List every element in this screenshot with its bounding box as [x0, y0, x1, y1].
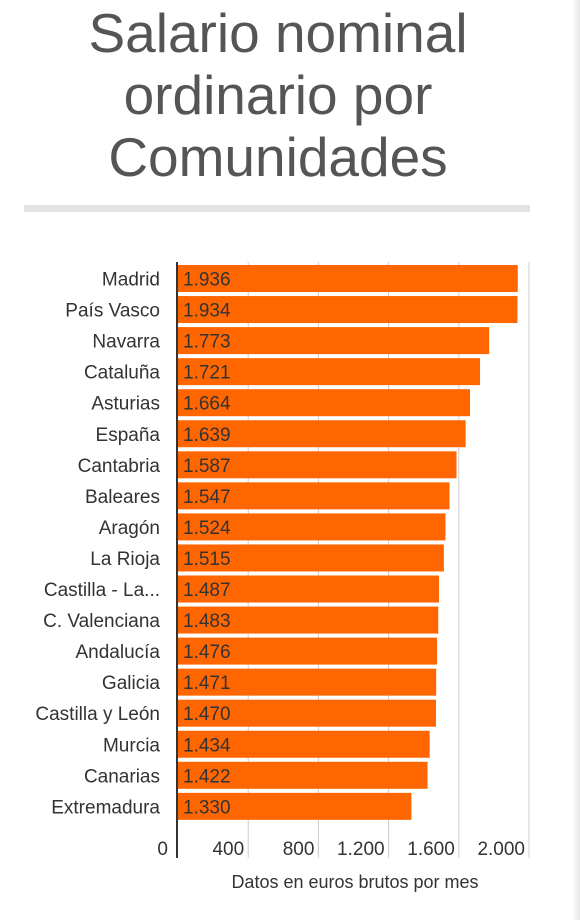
data-label-13: 1.471	[183, 673, 231, 694]
x-axis-label: Datos en euros brutos por mes	[231, 872, 479, 892]
bar-15	[178, 730, 430, 758]
chart-title: Salario nominal ordinario por Comunidade…	[0, 2, 556, 188]
category-label-16: Canarias	[84, 766, 160, 787]
bar-8	[178, 513, 446, 541]
data-label-16: 1.422	[183, 766, 231, 787]
data-label-17: 1.330	[183, 797, 231, 818]
category-label-14: Castilla y León	[35, 704, 160, 725]
title-line-1: Salario nominal	[88, 2, 468, 64]
bar-12	[178, 637, 438, 665]
bar-0	[178, 265, 518, 292]
data-label-2: 1.773	[183, 332, 231, 353]
category-label-0: Madrid	[102, 270, 160, 291]
category-label-7: Baleares	[85, 487, 160, 508]
data-label-11: 1.483	[183, 611, 231, 632]
data-label-4: 1.664	[183, 394, 231, 415]
x-tick-label-0: 0	[157, 839, 168, 860]
edge-shadow	[572, 0, 580, 920]
category-label-10: Castilla - La...	[44, 580, 160, 601]
bar-2	[178, 327, 490, 355]
data-label-0: 1.936	[183, 270, 231, 291]
title-line-3: Comunidades	[108, 126, 448, 188]
title-divider	[24, 205, 530, 212]
bar-6	[178, 451, 457, 479]
bar-4	[178, 389, 471, 417]
title-line-2: ordinario por	[123, 64, 433, 126]
data-label-9: 1.515	[183, 549, 231, 570]
bar-14	[178, 699, 436, 727]
category-label-9: La Rioja	[90, 549, 160, 570]
data-label-6: 1.587	[183, 456, 231, 477]
category-label-5: España	[96, 425, 161, 446]
bar-9	[178, 544, 444, 572]
data-label-14: 1.470	[183, 704, 231, 725]
category-label-13: Galicia	[102, 673, 161, 694]
bar-13	[178, 668, 437, 696]
category-label-1: País Vasco	[65, 301, 160, 322]
x-tick-label-3: 1.200	[337, 839, 385, 860]
data-label-8: 1.524	[183, 518, 231, 539]
bar-3	[178, 358, 481, 386]
category-label-12: Andalucía	[75, 642, 160, 663]
bar-16	[178, 761, 428, 789]
data-label-12: 1.476	[183, 642, 231, 663]
bar-5	[178, 420, 466, 448]
x-tick-label-5: 2.000	[477, 839, 525, 860]
bar-7	[178, 482, 450, 510]
x-tick-label-4: 1.600	[407, 839, 455, 860]
category-label-6: Cantabria	[78, 456, 161, 477]
category-label-8: Aragón	[99, 518, 160, 539]
data-label-10: 1.487	[183, 580, 231, 601]
data-label-15: 1.434	[183, 735, 231, 756]
bar-17	[178, 792, 412, 820]
data-label-7: 1.547	[183, 487, 231, 508]
data-label-3: 1.721	[183, 363, 231, 384]
bar-10	[178, 575, 439, 603]
data-label-1: 1.934	[183, 301, 231, 322]
category-label-11: C. Valenciana	[43, 611, 160, 632]
category-label-17: Extremadura	[51, 797, 160, 818]
data-label-5: 1.639	[183, 425, 231, 446]
bar-1	[178, 296, 518, 324]
category-label-4: Asturias	[91, 394, 160, 415]
category-label-3: Cataluña	[84, 363, 160, 384]
category-label-2: Navarra	[92, 332, 160, 353]
category-label-15: Murcia	[103, 735, 160, 756]
x-tick-label-2: 800	[283, 839, 315, 860]
bar-11	[178, 606, 439, 634]
x-tick-label-1: 400	[212, 839, 244, 860]
bar-chart: 1.936 Madrid 1.934 País Vasco 1.773 Navarra 1.…	[35, 262, 530, 860]
